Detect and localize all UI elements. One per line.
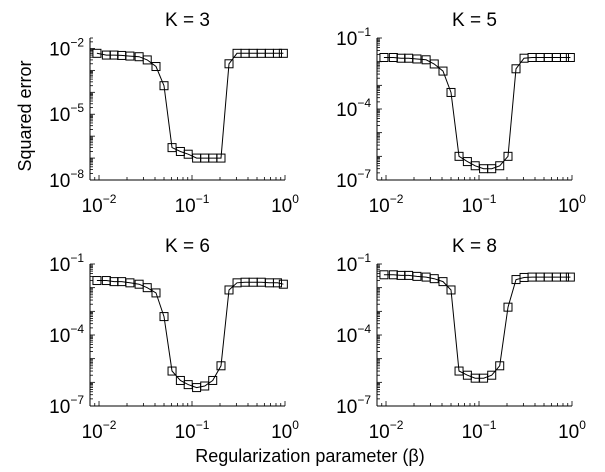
series-line	[383, 274, 571, 379]
data-point-marker	[446, 285, 456, 295]
data-point-marker	[142, 55, 152, 65]
data-point-marker	[92, 276, 102, 286]
data-point-marker	[438, 66, 448, 76]
data-point-marker	[278, 279, 288, 289]
data-point-marker	[208, 375, 218, 385]
data-point-marker	[151, 288, 161, 298]
y-tick-label: 10−7	[336, 393, 371, 418]
x-tick-label: 10−2	[369, 418, 404, 443]
data-point-marker	[429, 59, 439, 69]
x-axis-label: Regularization parameter (β)	[195, 446, 424, 466]
y-tick-label: 10−8	[49, 167, 84, 192]
x-tick-label: 100	[558, 192, 586, 217]
series-line	[96, 52, 284, 159]
x-tick-label: 10−1	[462, 418, 497, 443]
data-point-marker	[412, 271, 422, 281]
x-tick-label: 10−1	[462, 192, 497, 217]
data-point-marker	[487, 370, 497, 380]
y-tick-label: 10−4	[336, 96, 371, 121]
y-axis-label: Squared error	[15, 60, 35, 171]
y-tick-label: 10−4	[336, 322, 371, 347]
data-point-marker	[224, 59, 234, 69]
data-point-marker	[503, 302, 513, 312]
data-point-marker	[559, 272, 569, 282]
x-tick-label: 10−2	[369, 192, 404, 217]
data-point-marker	[454, 151, 464, 161]
data-point-marker	[379, 270, 389, 280]
series-line	[96, 280, 284, 389]
data-point-marker	[412, 54, 422, 64]
subplot-1: K = 3 10−2 10−1 100 10−8 10−5 10−2	[49, 10, 299, 217]
data-point-marker	[559, 52, 569, 62]
subplot-title: K = 6	[165, 236, 210, 257]
data-point-marker	[438, 277, 448, 287]
data-point-marker	[379, 52, 389, 62]
data-point-marker	[272, 278, 282, 288]
subplot-title: K = 3	[165, 10, 210, 31]
subplot-2: K = 5 10−2 10−1 100 10−7 10−4 10−1	[336, 10, 586, 217]
y-tick-label: 10−4	[49, 322, 84, 347]
data-point-marker	[125, 51, 135, 61]
series-line	[383, 57, 571, 170]
data-point-marker	[224, 285, 234, 295]
data-point-marker	[216, 361, 226, 371]
data-point-marker	[125, 278, 135, 288]
data-point-marker	[216, 153, 226, 163]
data-point-marker	[151, 62, 161, 72]
y-tick-label: 10−1	[49, 251, 84, 276]
x-tick-label: 100	[271, 418, 299, 443]
subplot-4: K = 8 10−2 10−1 100 10−7 10−4 10−1	[336, 236, 586, 443]
data-point-marker	[159, 81, 169, 91]
y-tick-label: 10−1	[336, 251, 371, 276]
data-point-marker	[278, 48, 288, 58]
data-point-marker	[429, 274, 439, 284]
data-point-marker	[200, 381, 210, 391]
x-tick-label: 100	[271, 192, 299, 217]
y-tick-label: 10−2	[49, 35, 84, 60]
data-point-marker	[565, 52, 575, 62]
data-point-marker	[565, 272, 575, 282]
data-point-marker	[511, 64, 521, 74]
y-tick-label: 10−7	[336, 167, 371, 192]
data-point-marker	[167, 366, 177, 376]
x-tick-label: 10−1	[175, 418, 210, 443]
x-tick-label: 10−2	[82, 418, 117, 443]
y-tick-label: 10−5	[49, 101, 84, 126]
data-point-marker	[495, 361, 505, 371]
x-tick-label: 100	[558, 418, 586, 443]
x-tick-label: 10−2	[82, 192, 117, 217]
subplot-title: K = 5	[452, 10, 497, 31]
x-tick-label: 10−1	[175, 192, 210, 217]
data-point-marker	[272, 48, 282, 58]
data-point-marker	[446, 87, 456, 97]
data-point-marker	[92, 48, 102, 58]
data-point-marker	[159, 312, 169, 322]
y-tick-label: 10−7	[49, 393, 84, 418]
y-tick-label: 10−1	[336, 25, 371, 50]
subplot-title: K = 8	[452, 236, 497, 257]
data-point-marker	[503, 151, 513, 161]
data-point-marker	[142, 283, 152, 293]
data-point-marker	[495, 161, 505, 171]
subplot-3: K = 6 10−2 10−1 100 10−7 10−4 10−1	[49, 236, 299, 443]
